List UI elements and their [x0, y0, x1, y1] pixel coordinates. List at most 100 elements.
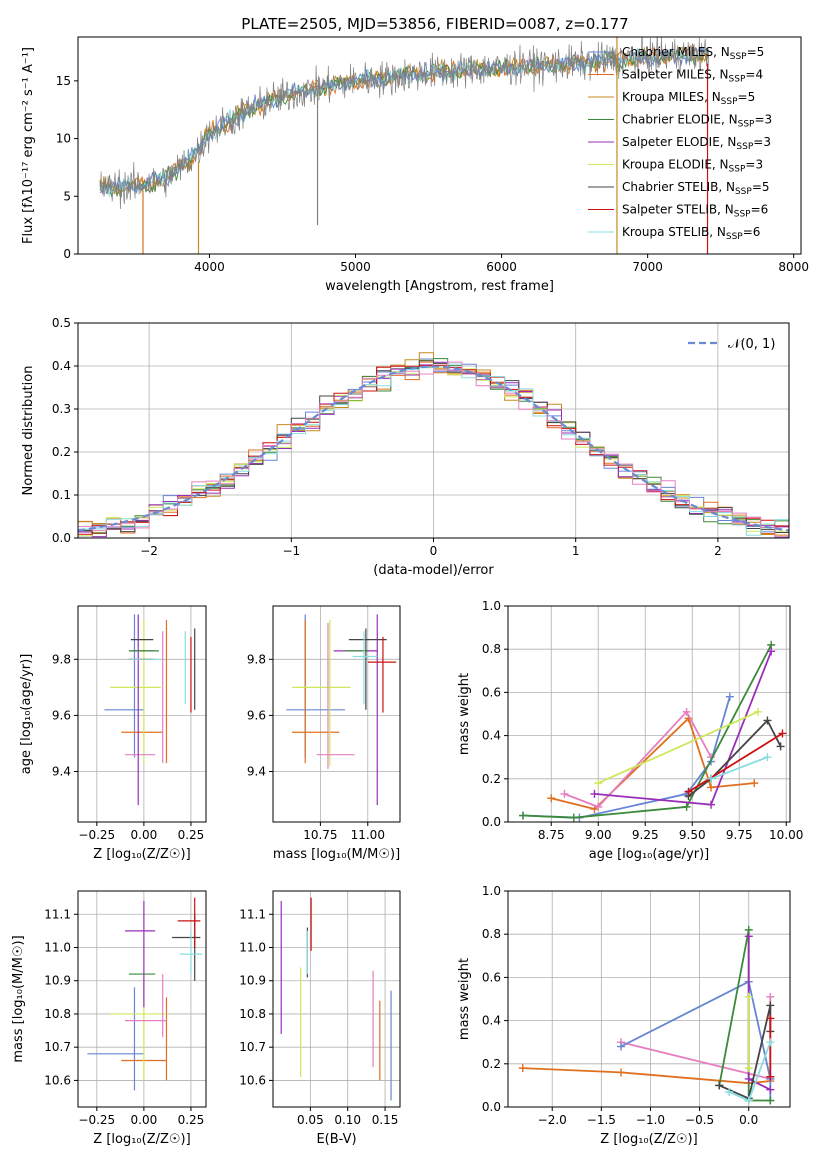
weight-marker — [616, 1042, 625, 1051]
x-axis-label: Z [log₁₀(Z/Z☉)] — [93, 1132, 190, 1147]
legend-series-name: Kroupa MILES — [622, 90, 704, 104]
y-tick-label: 0.6 — [482, 685, 501, 699]
panel-age-vs-z: −0.25 0.00 0.25 9.4 9.6 9.8 Z [log₁₀(Z/Z☉)] age… — [19, 605, 207, 862]
weight-series-line — [597, 710, 759, 784]
x-tick-label: −0.5 — [685, 1113, 714, 1127]
legend-nssp-value: 6 — [753, 225, 761, 239]
axes-frame — [77, 36, 802, 255]
y-tick-label: 10.7 — [239, 1040, 266, 1054]
y-tick-label: 10.6 — [44, 1073, 71, 1087]
weight-marker — [744, 932, 753, 941]
x-tick-label: −1 — [282, 544, 300, 558]
x-tick-label: 0.25 — [178, 1113, 205, 1127]
legend-nssp-prefix: , N — [712, 68, 729, 82]
legend-nssp-value: 5 — [757, 45, 765, 59]
y-tick-label: 10.8 — [239, 1007, 266, 1021]
weight-series-line — [522, 644, 772, 819]
y-tick-label: 9.6 — [247, 708, 266, 722]
weight-marker — [754, 707, 763, 716]
weight-marker — [684, 787, 693, 796]
x-tick-label: 5000 — [340, 260, 371, 274]
legend-series-name: Chabrier ELODIE — [622, 113, 721, 127]
weight-series-line — [718, 1005, 772, 1100]
y-tick-label: 0.4 — [482, 1014, 501, 1028]
y-tick-label: 0.0 — [482, 815, 501, 829]
x-tick-label: 9.25 — [632, 828, 659, 842]
y-tick-label: 0.8 — [482, 927, 501, 941]
x-tick-label: 1 — [572, 544, 580, 558]
x-tick-label: 0.15 — [372, 1113, 399, 1127]
legend-nssp-prefix: , N — [712, 158, 729, 172]
weight-series-line — [550, 716, 755, 810]
axes-frame — [507, 605, 791, 823]
x-tick-label: 0.25 — [178, 828, 205, 842]
x-tick-label: −0.25 — [78, 828, 115, 842]
weight-marker — [766, 1085, 775, 1094]
x-tick-label: 2 — [714, 544, 722, 558]
weight-marker — [766, 1001, 775, 1010]
legend-series-name: Chabrier STELIB — [622, 180, 718, 194]
y-tick-label: 11.1 — [239, 907, 266, 921]
plot-area-mass-vs-ebv — [280, 897, 392, 1101]
x-axis-label: wavelength [Angstrom, rest frame] — [325, 279, 554, 294]
y-tick-label: 10.8 — [44, 1007, 71, 1021]
legend-label: 𝒩(0, 1) — [728, 337, 775, 352]
y-tick-label: 11.1 — [44, 907, 71, 921]
legend-nssp-subscript: SSP — [736, 142, 753, 152]
legend-nssp-value: 4 — [755, 68, 763, 82]
weight-marker — [518, 1064, 527, 1073]
y-tick-label: 9.8 — [247, 652, 266, 666]
normal-curve — [78, 365, 789, 532]
legend-nssp-eq: = — [745, 158, 755, 172]
weight-marker — [750, 779, 759, 788]
x-tick-label: −2 — [140, 544, 158, 558]
legend-nssp-eq: = — [754, 113, 764, 127]
y-tick-label: 0.0 — [52, 531, 71, 545]
y-tick-label: 9.4 — [247, 765, 266, 779]
legend-nssp-value: 6 — [761, 203, 769, 217]
y-axis-label: mass weight — [457, 958, 472, 1040]
y-tick-label: 11.0 — [239, 940, 266, 954]
y-tick-label: 0 — [63, 247, 71, 261]
x-tick-label: 0.00 — [131, 1113, 158, 1127]
y-axis-label: mass weight — [457, 673, 472, 755]
weight-series-line — [522, 1067, 771, 1085]
legend-nssp-eq: = — [753, 135, 763, 149]
plot-area-weight-vs-z — [518, 925, 775, 1105]
legend-series-name: Kroupa STELIB — [622, 225, 709, 239]
axes-frame — [272, 605, 401, 823]
panel-weight-vs-age: 8.75 9.00 9.25 9.50 9.75 10.00 0.0 0.2 0.4 0.6 0.8… — [457, 599, 803, 862]
legend-nssp-value: 5 — [762, 180, 770, 194]
y-tick-label: 11.0 — [44, 940, 71, 954]
weight-marker — [616, 1068, 625, 1077]
weight-marker — [744, 1096, 753, 1105]
y-tick-label: 0.2 — [482, 1057, 501, 1071]
weight-marker — [725, 1087, 734, 1096]
y-tick-label: 10.7 — [44, 1040, 71, 1054]
plot-area-age-vs-z — [104, 614, 196, 806]
weight-marker — [778, 729, 787, 738]
x-axis-label: mass [log₁₀(M/M☉)] — [273, 847, 400, 862]
axes-frame — [272, 890, 401, 1108]
legend-nssp-subscript: SSP — [738, 120, 755, 130]
x-tick-label: 0.00 — [131, 828, 158, 842]
x-tick-label: 0.0 — [739, 1113, 758, 1127]
axes-frame — [77, 890, 207, 1108]
weight-series-line — [688, 732, 783, 793]
weight-marker — [594, 779, 603, 788]
legend-nssp-prefix: , N — [720, 135, 737, 149]
legend-label: Chabrier ELODIE, NSSP=3 — [622, 113, 772, 130]
weight-series-line — [564, 710, 712, 808]
weight-marker — [594, 802, 603, 811]
observed-spectrum-line — [99, 37, 710, 210]
axes-frame — [507, 890, 791, 1108]
weight-marker — [707, 774, 716, 783]
x-tick-label: −1.0 — [636, 1113, 665, 1127]
y-tick-label: 9.4 — [52, 765, 71, 779]
legend-nssp-prefix: , N — [718, 180, 735, 194]
x-axis-label: (data-model)/error — [373, 563, 494, 578]
x-axis-label: E(B-V) — [316, 1132, 356, 1147]
weight-marker — [547, 794, 556, 803]
y-tick-label: 0.2 — [482, 772, 501, 786]
panel-age-vs-mass: 10.75 11.00 9.4 9.6 9.8 mass [log₁₀(M/M☉)] — [247, 605, 401, 862]
